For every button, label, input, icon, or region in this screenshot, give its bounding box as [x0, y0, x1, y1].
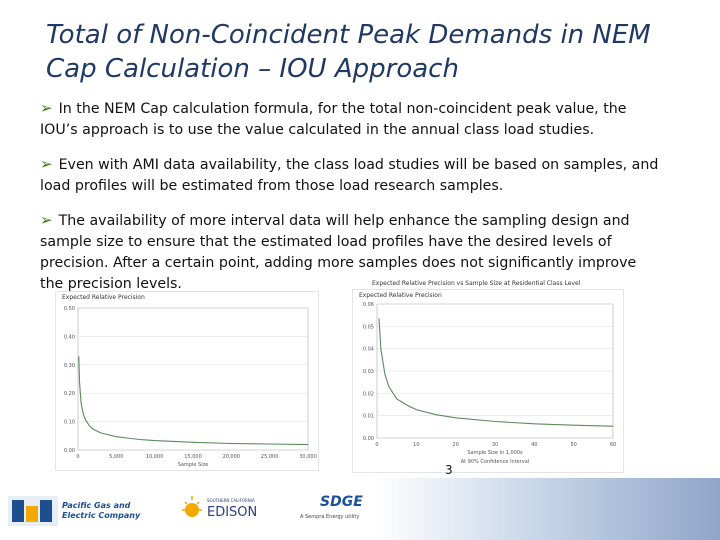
pge-text-1: Pacific Gas and — [62, 501, 131, 510]
series-line — [78, 356, 309, 446]
arrow-bullet-icon: ➢ — [40, 99, 53, 117]
chart-plot: 0.00 0.10 0.20 0.30 0.40 0.50 0 5,000 10,000 15,0… — [64, 306, 317, 468]
bullet-text: The availability of more interval data w… — [40, 213, 637, 292]
y-tick-label: 0.03 — [363, 369, 374, 375]
bullet-text: In the NEM Cap calculation formula, for … — [40, 101, 627, 138]
title-line-2: Cap Calculation – IOU Approach — [46, 54, 459, 84]
x-tick-label: 30,000 — [299, 454, 317, 460]
edison-logo: SOUTHERN CALIFORNIA EDISON — [180, 494, 257, 522]
sdge-text: SDGE — [320, 494, 363, 510]
x-tick-label: 25,000 — [261, 454, 279, 460]
x-axis-label: Sample Size in 1,000s — [467, 450, 523, 456]
y-tick-label: 0.50 — [64, 306, 75, 312]
precision-chart-left: Expected Relative Precision 0.00 0.10 0.20… — [55, 291, 319, 471]
y-tick-label: 0.30 — [64, 363, 75, 369]
y-tick-label: 0.00 — [363, 436, 374, 442]
bullet-item: ➢ Even with AMI data availability, the cl… — [40, 154, 660, 197]
bullet-list: ➢ In the NEM Cap calculation formula, for… — [40, 98, 660, 308]
bullet-item: ➢ In the NEM Cap calculation formula, for… — [40, 98, 660, 141]
pge-logo: Pacific Gas and Electric Company — [8, 496, 140, 526]
x-tick-label: 10 — [413, 442, 419, 448]
y-tick-label: 0.20 — [64, 391, 75, 397]
chart-plot: 0.00 0.01 0.02 0.03 0.04 0.05 0.06 0 10 20 30 40 50 6… — [363, 302, 616, 465]
x-tick-label: 30 — [492, 442, 498, 448]
y-tick-label: 0.40 — [64, 334, 75, 340]
sun-icon — [182, 496, 202, 517]
y-tick-label: 0.00 — [64, 448, 75, 454]
page-number: 3 — [445, 463, 453, 477]
slide-title: Total of Non-Coincident Peak Demands in … — [46, 18, 686, 86]
pge-mark-icon — [8, 496, 58, 526]
x-tick-label: 20,000 — [223, 454, 241, 460]
x-tick-label: 0 — [375, 442, 378, 448]
arrow-bullet-icon: ➢ — [40, 211, 53, 229]
series-line — [378, 318, 614, 427]
title-line-1: Total of Non-Coincident Peak Demands in … — [46, 20, 651, 50]
x-axis-label: Sample Size — [178, 462, 209, 468]
y-tick-label: 0.04 — [363, 347, 374, 353]
chart-caption: At 90% Confidence Interval — [461, 459, 529, 465]
x-tick-label: 60 — [610, 442, 616, 448]
precision-chart-right: Expected Relative Precision 0.00 0.01 0.02… — [352, 289, 624, 473]
chart-title: Expected Relative Precision — [62, 294, 145, 301]
x-tick-label: 10,000 — [146, 454, 164, 460]
footer-bar — [0, 478, 720, 540]
edison-small-text: SOUTHERN CALIFORNIA — [207, 497, 255, 503]
arrow-bullet-icon: ➢ — [40, 155, 53, 173]
bullet-item: ➢ The availability of more interval data … — [40, 210, 660, 295]
y-tick-label: 0.06 — [363, 302, 374, 308]
pge-text-2: Electric Company — [62, 511, 141, 520]
x-tick-label: 20 — [452, 442, 458, 448]
plot-area — [77, 307, 309, 451]
y-tick-label: 0.01 — [363, 414, 374, 420]
sdge-logo: SDGE A Sempra Energy utility — [300, 494, 363, 520]
y-tick-label: 0.05 — [363, 324, 374, 330]
x-tick-label: 5,000 — [109, 454, 123, 460]
y-tick-label: 0.10 — [64, 420, 75, 426]
bullet-text: Even with AMI data availability, the cla… — [40, 157, 659, 194]
sdge-sub: A Sempra Energy utility — [300, 514, 360, 520]
chart-subtitle: Expected Relative Precision — [359, 292, 442, 299]
x-tick-label: 40 — [531, 442, 537, 448]
edison-text: EDISON — [207, 504, 258, 520]
x-tick-label: 0 — [76, 454, 79, 460]
chart-heading: Expected Relative Precision vs Sample Si… — [372, 280, 581, 287]
y-tick-label: 0.02 — [363, 391, 374, 397]
x-tick-label: 50 — [570, 442, 576, 448]
x-tick-label: 15,000 — [184, 454, 202, 460]
